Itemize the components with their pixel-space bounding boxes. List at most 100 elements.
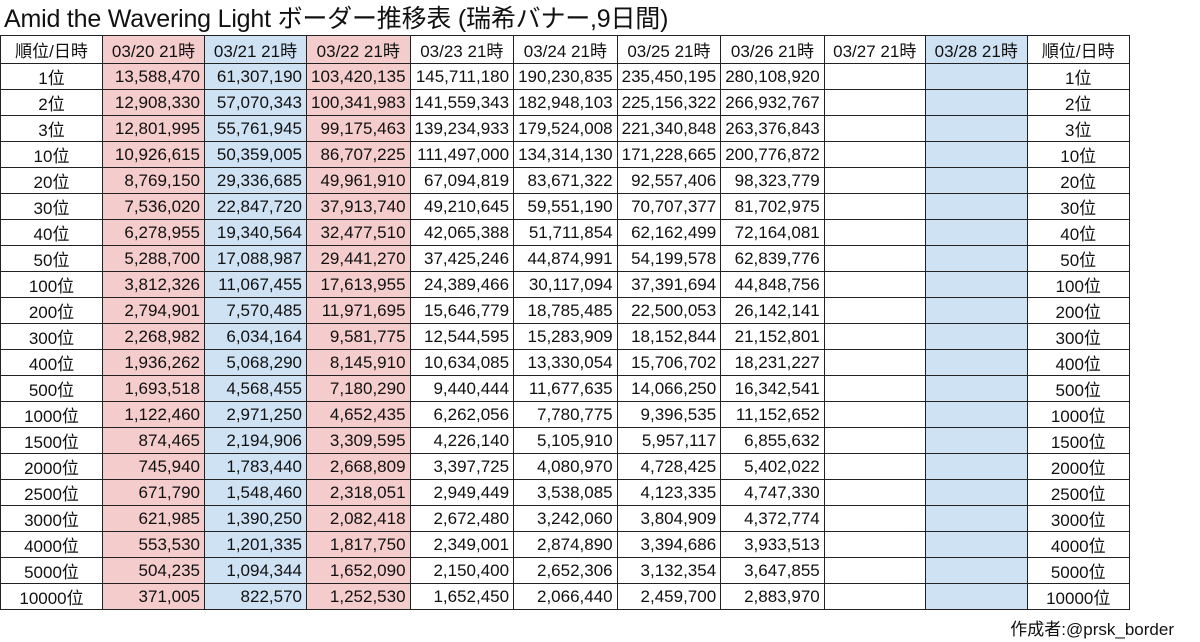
score-cell: 61,307,190	[204, 63, 307, 90]
score-cell: 2,672,480	[409, 505, 515, 532]
rank-label: 500位	[0, 375, 103, 402]
score-cell: 2,066,440	[513, 583, 618, 610]
score-cell: 5,957,117	[616, 427, 722, 454]
score-cell: 13,588,470	[102, 63, 205, 90]
score-cell: 221,340,848	[616, 115, 722, 142]
score-cell: 263,376,843	[720, 115, 825, 142]
score-cell: 2,349,001	[409, 531, 515, 558]
score-cell: 2,459,700	[616, 583, 722, 610]
score-cell: 111,497,000	[409, 141, 515, 168]
score-cell: 2,883,970	[720, 583, 825, 610]
score-cell	[924, 297, 1028, 324]
score-cell: 24,389,466	[409, 271, 515, 298]
score-cell	[924, 245, 1028, 272]
score-cell: 1,094,344	[204, 557, 307, 584]
table-row: 3位 12,801,995 55,761,945 99,175,463 139,234,…	[0, 115, 1130, 142]
score-cell	[924, 271, 1028, 298]
score-cell	[924, 63, 1028, 90]
score-cell: 6,034,164	[204, 323, 307, 350]
score-cell	[924, 453, 1028, 480]
score-cell: 874,465	[102, 427, 205, 454]
table-row: 10000位 371,005 822,570 1,252,530 1,652,450 2,…	[0, 583, 1130, 610]
score-cell: 9,440,444	[409, 375, 515, 402]
table-body: 1位 13,588,470 61,307,190 103,420,135 145,711…	[0, 63, 1130, 610]
rank-label-right: 1位	[1026, 63, 1130, 90]
score-cell: 37,425,246	[409, 245, 515, 272]
score-cell: 22,847,720	[204, 193, 307, 220]
score-cell: 1,652,090	[306, 557, 411, 584]
rank-label: 5000位	[0, 557, 103, 584]
score-cell: 3,132,354	[616, 557, 722, 584]
score-cell: 1,548,460	[204, 479, 307, 506]
score-cell: 72,164,081	[720, 219, 825, 246]
score-cell: 182,948,103	[513, 89, 618, 116]
rank-label-right: 300位	[1026, 323, 1130, 350]
score-cell: 3,397,725	[409, 453, 515, 480]
score-cell	[924, 193, 1028, 220]
score-cell: 100,341,983	[306, 89, 411, 116]
column-header: 03/25 21時	[616, 35, 722, 64]
score-cell: 15,283,909	[513, 323, 618, 350]
table-row: 500位 1,693,518 4,568,455 7,180,290 9,440,444…	[0, 375, 1130, 402]
score-cell	[823, 479, 926, 506]
score-cell	[823, 219, 926, 246]
score-cell: 171,228,665	[616, 141, 722, 168]
score-cell: 15,646,779	[409, 297, 515, 324]
column-header: 03/23 21時	[409, 35, 515, 64]
rank-label: 300位	[0, 323, 103, 350]
score-cell: 745,940	[102, 453, 205, 480]
score-cell: 7,780,775	[513, 401, 618, 428]
score-cell	[924, 557, 1028, 584]
score-cell: 12,908,330	[102, 89, 205, 116]
score-cell	[924, 401, 1028, 428]
score-cell: 92,557,406	[616, 167, 722, 194]
score-cell	[924, 219, 1028, 246]
score-cell: 44,848,756	[720, 271, 825, 298]
score-cell: 1,817,750	[306, 531, 411, 558]
score-cell: 14,066,250	[616, 375, 722, 402]
score-cell	[924, 505, 1028, 532]
score-cell	[823, 63, 926, 90]
score-cell: 1,122,460	[102, 401, 205, 428]
score-cell: 4,652,435	[306, 401, 411, 428]
score-cell: 11,152,652	[720, 401, 825, 428]
rank-label-right: 50位	[1026, 245, 1130, 272]
score-cell: 6,278,955	[102, 219, 205, 246]
score-cell: 225,156,322	[616, 89, 722, 116]
score-cell: 2,971,250	[204, 401, 307, 428]
score-cell: 98,323,779	[720, 167, 825, 194]
rank-label: 20位	[0, 167, 103, 194]
score-cell	[823, 323, 926, 350]
score-cell: 266,932,767	[720, 89, 825, 116]
score-cell: 4,080,970	[513, 453, 618, 480]
rank-label-right: 3000位	[1026, 505, 1130, 532]
score-cell: 37,913,740	[306, 193, 411, 220]
score-cell	[823, 401, 926, 428]
score-cell	[924, 427, 1028, 454]
rank-label-right: 200位	[1026, 297, 1130, 324]
score-cell: 26,142,141	[720, 297, 825, 324]
header-rank-right: 順位/日時	[1026, 35, 1130, 64]
score-cell: 1,252,530	[306, 583, 411, 610]
score-cell: 67,094,819	[409, 167, 515, 194]
table-row: 2500位 671,790 1,548,460 2,318,051 2,949,449 3…	[0, 479, 1130, 506]
score-cell: 13,330,054	[513, 349, 618, 376]
rank-label-right: 4000位	[1026, 531, 1130, 558]
score-cell: 15,706,702	[616, 349, 722, 376]
score-cell: 235,450,195	[616, 63, 722, 90]
header-rank-left: 順位/日時	[0, 35, 103, 64]
score-cell: 4,226,140	[409, 427, 515, 454]
score-cell: 17,613,955	[306, 271, 411, 298]
score-cell: 16,342,541	[720, 375, 825, 402]
column-header: 03/26 21時	[720, 35, 825, 64]
score-cell	[823, 89, 926, 116]
score-cell: 1,693,518	[102, 375, 205, 402]
score-cell: 42,065,388	[409, 219, 515, 246]
rank-label: 100位	[0, 271, 103, 298]
table-row: 10位 10,926,615 50,359,005 86,707,225 111,497…	[0, 141, 1130, 168]
score-cell	[924, 531, 1028, 558]
rank-label-right: 30位	[1026, 193, 1130, 220]
score-cell: 11,971,695	[306, 297, 411, 324]
score-cell: 21,152,801	[720, 323, 825, 350]
rank-label-right: 1500位	[1026, 427, 1130, 454]
